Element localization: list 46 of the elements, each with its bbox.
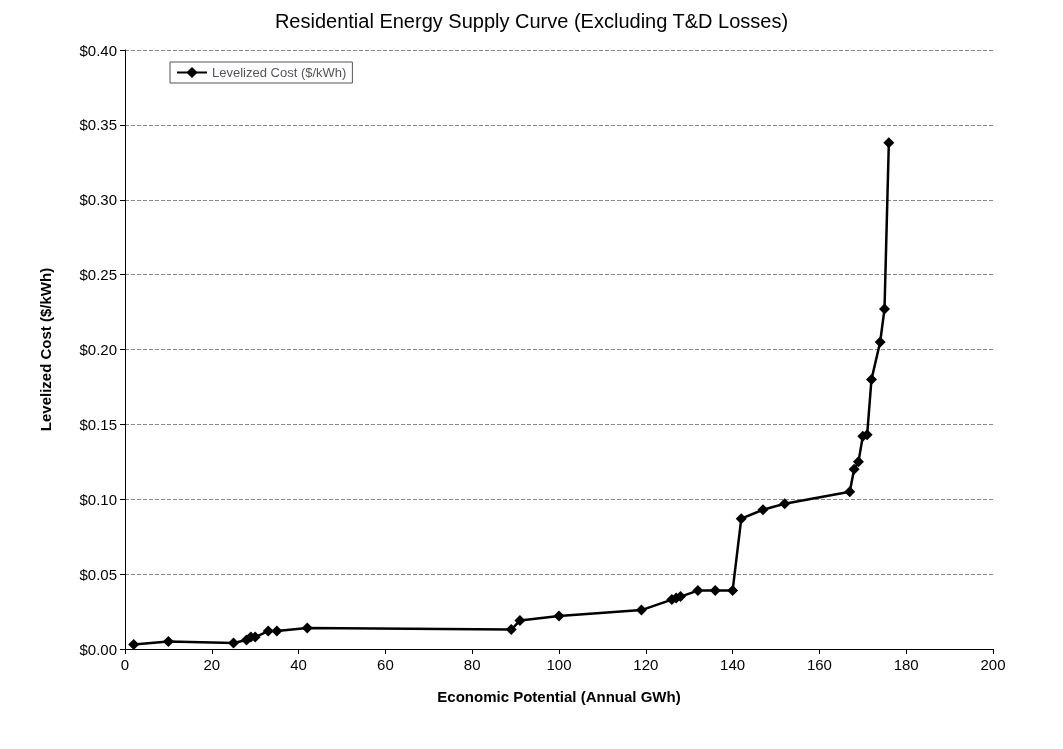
y-tick-label: $0.25 bbox=[79, 266, 117, 284]
point bbox=[879, 303, 890, 315]
y-tick-label: $0.10 bbox=[79, 490, 117, 508]
point bbox=[514, 615, 526, 627]
y-tick-label: $0.30 bbox=[79, 191, 117, 209]
y-tick-label: $0.00 bbox=[79, 640, 117, 658]
point bbox=[865, 373, 877, 385]
point bbox=[635, 604, 647, 616]
point bbox=[883, 137, 895, 149]
point bbox=[505, 624, 517, 636]
x-tick-label: 0 bbox=[120, 656, 130, 673]
point bbox=[162, 636, 174, 648]
point bbox=[844, 486, 856, 498]
x-tick-label: 40 bbox=[290, 656, 307, 673]
point bbox=[228, 637, 239, 649]
x-tick-label: 80 bbox=[463, 656, 481, 673]
x-tick-label: 20 bbox=[203, 656, 221, 673]
y-tick-label: $0.05 bbox=[79, 565, 117, 583]
point bbox=[262, 625, 274, 637]
point bbox=[301, 622, 313, 634]
chart-title: Residential Energy Supply Curve (Excluding T&D Losses) bbox=[274, 10, 789, 32]
x-tick-label: 60 bbox=[377, 656, 394, 673]
x-axis-title: Economic Potential (Annual GWh) bbox=[437, 688, 681, 705]
y-tick-label: $0.35 bbox=[79, 116, 117, 134]
point bbox=[848, 463, 860, 475]
point bbox=[757, 504, 769, 516]
point bbox=[709, 585, 721, 597]
point bbox=[735, 513, 747, 525]
y-tick-label: $0.40 bbox=[79, 41, 117, 59]
legend-label: Levelized Cost ($/kWh) bbox=[212, 65, 347, 80]
x-tick-label: 100 bbox=[546, 656, 572, 673]
x-tick-label: 180 bbox=[893, 656, 919, 673]
y-axis-title: Levelized Cost ($/kWh) bbox=[37, 267, 54, 432]
y-tick-label: $0.15 bbox=[79, 415, 117, 433]
point bbox=[874, 336, 886, 348]
x-tick-label: 200 bbox=[980, 656, 1006, 673]
point bbox=[779, 498, 791, 510]
point bbox=[271, 625, 283, 637]
point bbox=[692, 585, 704, 597]
point bbox=[553, 610, 565, 622]
x-tick-label: 160 bbox=[806, 656, 832, 673]
x-tick-label: 140 bbox=[720, 656, 746, 673]
point bbox=[852, 456, 864, 468]
point bbox=[727, 585, 739, 597]
x-tick-label: 120 bbox=[633, 656, 659, 673]
y-tick-label: $0.20 bbox=[79, 341, 117, 358]
